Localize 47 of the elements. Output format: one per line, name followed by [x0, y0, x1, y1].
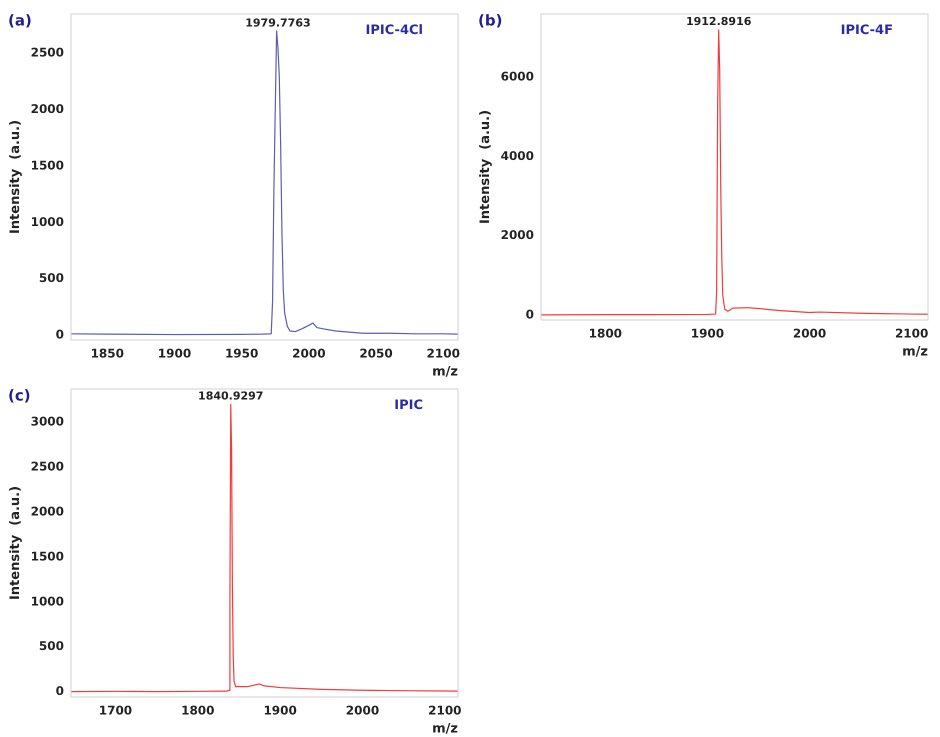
y-axis-title: Intensity (a.u.): [8, 120, 24, 234]
x-tick-label: 2100: [428, 703, 462, 718]
x-tick-label: 1900: [158, 346, 192, 360]
x-tick-label: 1900: [690, 326, 724, 340]
y-tick-label: 1500: [30, 549, 64, 564]
y-tick-label: 1500: [30, 158, 64, 172]
y-tick-label: 6000: [500, 70, 534, 84]
chart-title: (c): [8, 386, 31, 404]
chart-title: (a): [8, 11, 32, 30]
y-tick-label: 0: [56, 328, 64, 342]
x-tick-label: 2100: [894, 326, 928, 340]
y-tick-label: 1000: [30, 594, 64, 608]
x-tick-label: 2000: [346, 703, 380, 718]
y-tick-label: 500: [38, 639, 64, 654]
annotation: 1979.7763: [245, 16, 311, 30]
x-tick-label: 1950: [224, 346, 258, 360]
annotation: IPIC: [394, 398, 423, 413]
y-tick-label: 2000: [500, 228, 534, 242]
y-tick-label: 500: [38, 271, 64, 286]
annotation: 1912.8916: [686, 15, 752, 28]
x-tick-label: 1700: [98, 703, 132, 718]
annotation: IPIC-4F: [840, 22, 893, 38]
annotation: 1840.9297: [198, 390, 264, 403]
y-tick-label: 2000: [30, 504, 64, 518]
x-axis-title: m/z: [902, 344, 928, 360]
x-tick-label: 1800: [181, 703, 215, 718]
y-axis-title: Intensity (a.u.): [478, 110, 494, 224]
chart-title: (b): [478, 11, 502, 30]
x-axis-title: m/z: [432, 722, 458, 737]
x-tick-label: 1850: [90, 346, 124, 360]
y-tick-label: 0: [56, 684, 64, 698]
y-tick-label: 2000: [30, 102, 64, 116]
x-tick-label: 1800: [588, 326, 622, 340]
y-tick-label: 0: [526, 307, 534, 322]
y-tick-label: 2500: [30, 459, 64, 474]
y-tick-label: 4000: [500, 148, 534, 163]
x-axis-title: m/z: [432, 364, 458, 380]
y-tick-label: 3000: [30, 414, 64, 428]
x-tick-label: 2000: [292, 346, 326, 360]
y-tick-label: 2500: [30, 46, 64, 60]
x-tick-label: 2050: [359, 346, 393, 360]
y-axis-title: Intensity (a.u.): [8, 486, 24, 600]
x-tick-label: 1900: [263, 703, 297, 718]
x-tick-label: 2000: [792, 326, 826, 340]
x-tick-label: 2100: [426, 346, 460, 360]
annotation: IPIC-4Cl: [366, 22, 423, 38]
y-tick-label: 1000: [30, 214, 64, 229]
